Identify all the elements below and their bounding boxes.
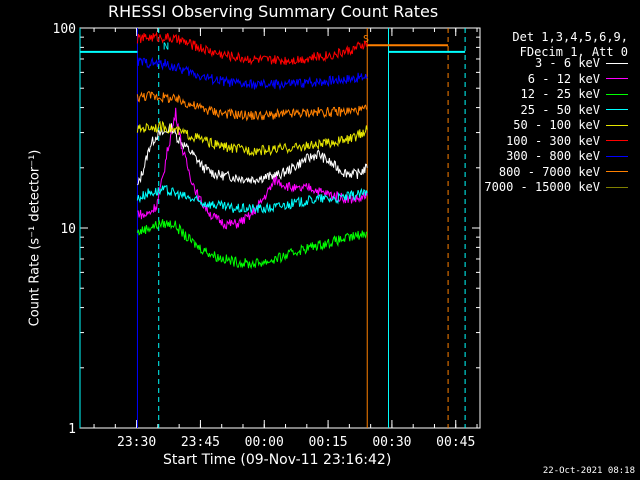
- legend-swatch: [606, 171, 628, 172]
- legend-swatch: [606, 62, 628, 64]
- legend-label: 100 - 300 keV: [506, 133, 600, 148]
- chart-title: RHESSI Observing Summary Count Rates: [108, 2, 439, 21]
- footer-timestamp: 22-Oct-2021 08:18: [542, 466, 635, 476]
- legend-label: 300 - 800 keV: [506, 149, 600, 163]
- legend-label: 7000 - 15000 keV: [484, 180, 600, 194]
- y-tick-label: 1: [68, 422, 76, 437]
- legend-item: 50 - 100 keV: [513, 118, 628, 132]
- y-axis-label: Count Rate (s⁻¹ detector⁻¹): [27, 149, 43, 327]
- x-tick-label: 23:45: [181, 435, 220, 450]
- legend-item: 3 - 6 keV: [535, 56, 628, 70]
- series-line-100-300-kev: [136, 31, 368, 66]
- legend-label: 25 - 50 keV: [520, 102, 600, 117]
- legend-item: 7000 - 15000 keV: [484, 180, 628, 194]
- series-line-25-50-kev: [136, 185, 368, 214]
- x-tick-label: 00:15: [309, 435, 348, 450]
- x-tick-label: 00:45: [436, 435, 475, 450]
- series-line-50-100-kev: [136, 120, 368, 157]
- legend-item: 800 - 7000 keV: [499, 165, 628, 179]
- legend-label: 50 - 100 keV: [513, 118, 600, 132]
- legend-item: 12 - 25 keV: [521, 87, 628, 101]
- x-tick-label: 00:00: [245, 435, 284, 450]
- y-tick-label: 10: [60, 222, 76, 237]
- legend-swatch: [606, 78, 628, 79]
- x-axis-label: Start Time (09-Nov-11 23:16:42): [163, 452, 392, 468]
- annotation-marker: N: [163, 42, 169, 53]
- legend-swatch: [606, 124, 628, 126]
- series-line-300-800-kev: [136, 56, 368, 91]
- legend-swatch: [606, 155, 628, 157]
- legend-swatch: [606, 140, 628, 141]
- series-line-3-6-kev: [137, 123, 368, 186]
- x-tick-label: 23:30: [117, 435, 156, 450]
- legend-header: FDecim 1, Att 0: [519, 45, 628, 59]
- legend-swatch: [606, 93, 628, 95]
- legend-label: 12 - 25 keV: [520, 87, 600, 101]
- legend-item: 25 - 50 keV: [521, 103, 628, 117]
- legend-item: 6 - 12 keV: [528, 72, 628, 86]
- legend-swatch: [606, 186, 628, 188]
- legend-item: 100 - 300 keV: [506, 134, 628, 148]
- legend-label: 3 - 6 keV: [534, 56, 600, 70]
- legend-label: 6 - 12 keV: [527, 71, 600, 86]
- annotation-marker: S: [363, 34, 369, 45]
- series-line-800-7000-kev: [136, 90, 368, 122]
- legend-label: 800 - 7000 keV: [498, 164, 600, 179]
- legend-item: 300 - 800 keV: [506, 149, 628, 163]
- x-tick-label: 00:30: [372, 435, 411, 450]
- legend-header: Det 1,3,4,5,6,9,: [512, 30, 628, 44]
- series-line-12-25-kev: [136, 219, 368, 270]
- legend-swatch: [606, 109, 628, 110]
- y-tick-label: 100: [53, 22, 76, 37]
